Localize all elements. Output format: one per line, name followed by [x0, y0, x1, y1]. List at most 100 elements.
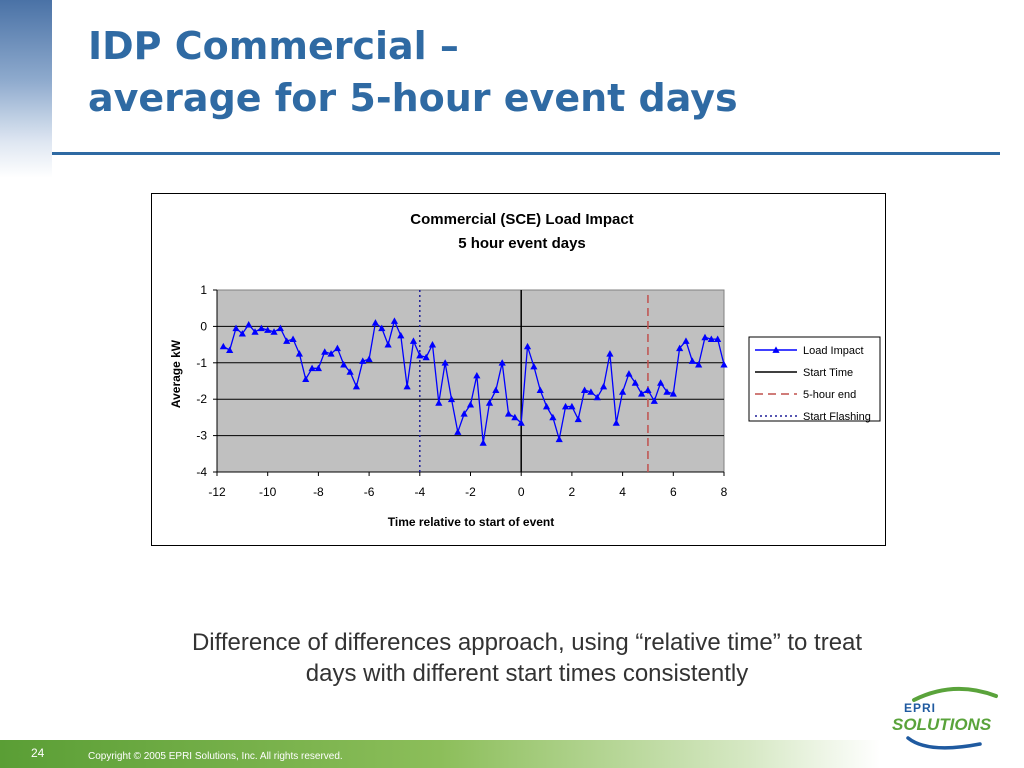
series-load-impact-line [222, 318, 725, 444]
x-axis-label: Time relative to start of event [388, 515, 555, 529]
data-point-45 [504, 410, 513, 417]
data-point-6 [257, 324, 265, 332]
data-point-64 [625, 370, 633, 377]
plot-area: 10-1-2-3-4-12 -10 -8 -6 -4 -2 0 2 4 6 8 [196, 283, 727, 499]
data-point-41 [479, 439, 487, 446]
data-point-56 [574, 415, 582, 423]
logo-text-bottom: SOLUTIONS [892, 715, 992, 734]
data-point-69 [657, 379, 665, 386]
slide-title-line1: IDP Commercial – [88, 24, 459, 68]
epri-solutions-logo: EPRI SOLUTIONS [892, 686, 998, 750]
x-tick-label-9: 6 [670, 485, 677, 499]
data-point-27 [390, 317, 399, 324]
legend-label-1: Start Time [803, 367, 853, 379]
data-point-5 [251, 328, 259, 335]
data-point-20 [346, 368, 354, 375]
data-point-42 [485, 399, 494, 406]
data-point-46 [511, 413, 519, 421]
y-tick-label-0: 1 [200, 283, 207, 297]
data-point-17 [327, 350, 335, 357]
data-point-66 [638, 390, 646, 397]
data-point-26 [384, 341, 392, 348]
data-point-33 [428, 341, 437, 348]
data-point-18 [333, 344, 342, 352]
data-point-73 [682, 337, 690, 344]
data-point-76 [701, 333, 709, 341]
data-point-19 [340, 361, 348, 368]
data-point-65 [631, 379, 639, 386]
data-point-43 [492, 386, 500, 393]
data-point-50 [536, 386, 544, 393]
data-point-61 [606, 350, 614, 357]
chart-title: Commercial (SCE) Load Impact [410, 211, 633, 228]
legend-marker-0 [772, 346, 780, 353]
y-tick-label-5: -4 [196, 465, 207, 479]
data-point-55 [568, 402, 576, 410]
data-point-11 [289, 335, 297, 343]
data-point-44 [498, 359, 506, 366]
data-point-57 [580, 386, 589, 393]
caption-line2: days with different start times consiste… [305, 660, 749, 687]
logo-text-top: EPRI [904, 701, 936, 715]
data-point-36 [447, 395, 456, 403]
data-point-22 [359, 357, 367, 364]
chart-subtitle: 5 hour event days [458, 235, 586, 252]
x-tick-label-6: 0 [518, 485, 525, 499]
data-point-25 [378, 324, 386, 332]
data-point-59 [593, 393, 601, 401]
data-point-37 [454, 428, 462, 435]
data-point-63 [619, 388, 627, 395]
data-point-54 [561, 402, 570, 410]
data-point-8 [270, 328, 278, 335]
data-point-13 [302, 375, 310, 383]
data-point-39 [466, 401, 475, 408]
data-point-7 [264, 326, 272, 333]
data-point-58 [587, 388, 595, 395]
data-point-71 [669, 390, 677, 397]
copyright-text: Copyright © 2005 EPRI Solutions, Inc. Al… [88, 751, 343, 762]
chart-legend: Load Impact Start Time 5-hour end Start Fla… [748, 336, 881, 423]
x-tick-label-5: -2 [465, 485, 476, 499]
x-tick-label-3: -6 [364, 485, 375, 499]
y-tick-label-4: -3 [196, 429, 207, 443]
page-number: 24 [31, 746, 45, 760]
data-point-31 [416, 351, 424, 359]
legend-label-0: Load Impact [803, 345, 864, 357]
data-point-68 [650, 397, 658, 404]
data-point-30 [409, 337, 418, 344]
data-point-70 [663, 388, 671, 395]
slide-title: IDP Commercial – average for 5-hour even… [88, 20, 738, 124]
title-underline [52, 152, 1000, 155]
legend-label-2: 5-hour end [803, 389, 856, 401]
data-point-75 [695, 361, 703, 368]
data-point-62 [612, 419, 620, 426]
x-tick-label-1: -10 [259, 485, 277, 499]
data-point-3 [238, 330, 246, 337]
data-point-72 [676, 344, 684, 352]
data-point-67 [644, 386, 652, 393]
data-point-38 [460, 410, 468, 417]
data-point-51 [542, 402, 551, 410]
data-point-74 [688, 357, 696, 364]
data-point-47 [517, 419, 525, 426]
data-point-9 [276, 324, 284, 332]
data-point-21 [352, 382, 361, 390]
y-tick-label-3: -2 [196, 392, 207, 406]
data-point-52 [549, 413, 557, 421]
data-point-53 [555, 435, 563, 443]
y-tick-label-2: -1 [196, 356, 207, 370]
data-point-79 [720, 361, 728, 368]
data-point-16 [321, 348, 329, 355]
data-point-29 [403, 382, 411, 390]
data-point-14 [308, 364, 316, 372]
load-impact-chart: Commercial (SCE) Load Impact 5 hour even… [169, 211, 881, 529]
data-point-28 [397, 331, 405, 339]
data-point-48 [523, 342, 532, 350]
data-point-49 [530, 362, 538, 370]
data-point-4 [245, 320, 253, 328]
slide-title-line2: average for 5-hour event days [88, 76, 738, 120]
data-point-1 [226, 346, 234, 353]
chart-frame: Commercial (SCE) Load Impact 5 hour even… [151, 193, 886, 546]
x-tick-label-7: 2 [569, 485, 576, 499]
data-point-35 [441, 359, 449, 366]
